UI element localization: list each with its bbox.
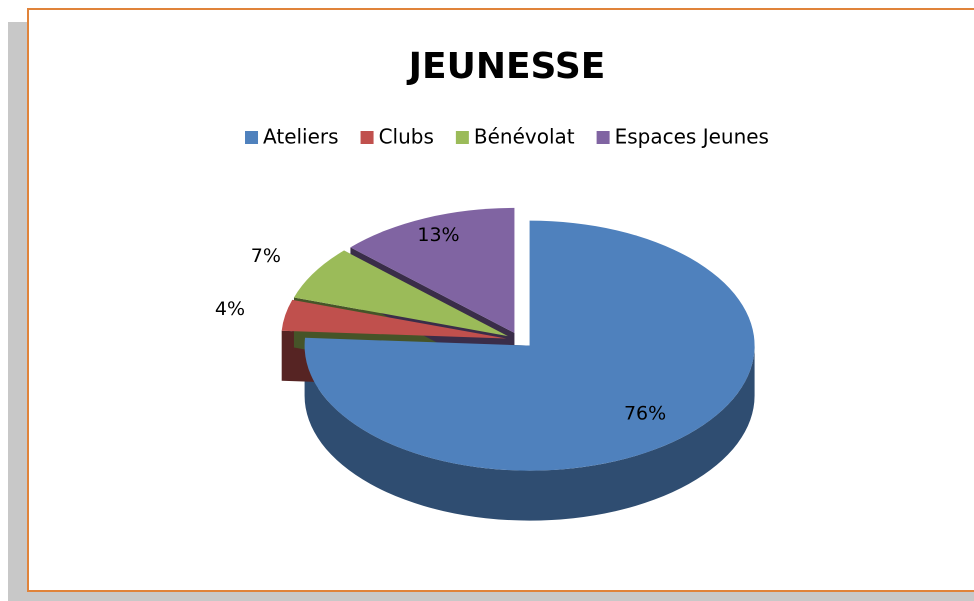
slice bbox=[281, 299, 507, 339]
legend: Ateliers Clubs Bénévolat Espaces Jeunes bbox=[245, 125, 769, 149]
legend-item: Clubs bbox=[360, 125, 434, 149]
data-label: 4% bbox=[215, 298, 245, 320]
chart-title: JEUNESSE bbox=[406, 46, 606, 87]
legend-swatch bbox=[360, 131, 374, 144]
slice-outer-wall bbox=[304, 345, 755, 521]
legend-swatch bbox=[245, 131, 259, 144]
legend-label: Espaces Jeunes bbox=[615, 125, 769, 149]
data-label: 13% bbox=[417, 224, 459, 246]
legend-swatch bbox=[596, 131, 610, 144]
legend-label: Clubs bbox=[379, 125, 434, 149]
legend-label: Bénévolat bbox=[474, 125, 575, 149]
data-labels: 76% 4% 7% 13% bbox=[215, 224, 666, 425]
data-label: 76% bbox=[624, 402, 666, 424]
data-label: 7% bbox=[251, 245, 281, 267]
pie-tops bbox=[281, 207, 755, 471]
legend-item: Espaces Jeunes bbox=[596, 125, 769, 149]
slice bbox=[304, 220, 755, 471]
legend-label: Ateliers bbox=[263, 125, 339, 149]
slice bbox=[350, 207, 515, 333]
slice bbox=[293, 250, 508, 337]
legend-item: Ateliers bbox=[245, 125, 339, 149]
legend-swatch bbox=[455, 131, 469, 144]
legend-item: Bénévolat bbox=[455, 125, 575, 149]
